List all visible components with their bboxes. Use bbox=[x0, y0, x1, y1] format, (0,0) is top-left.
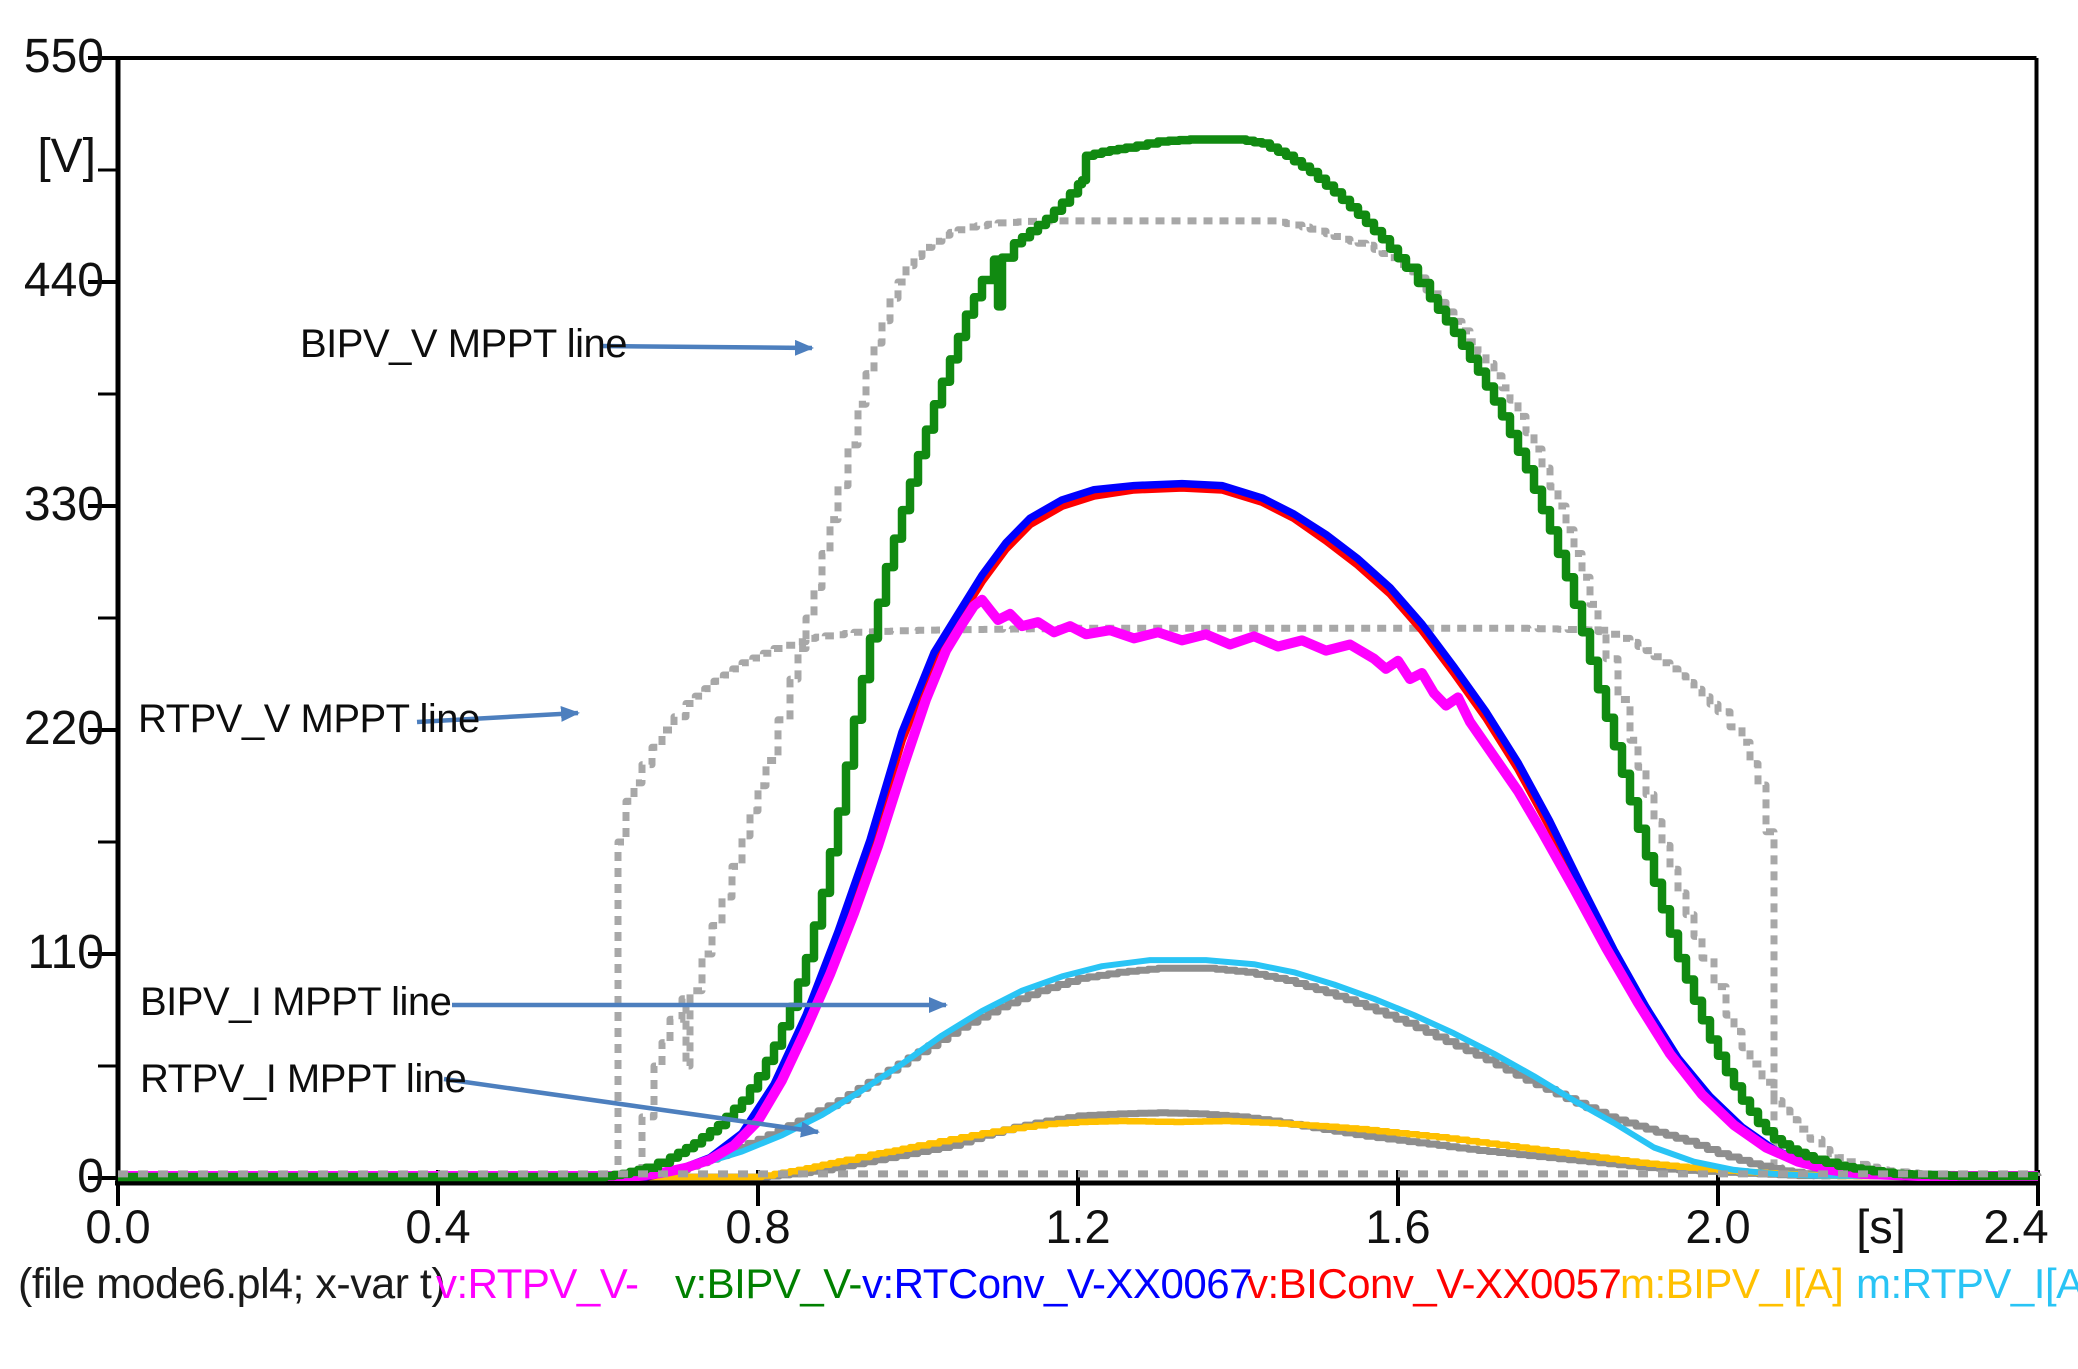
x-tick-label-0.4: 0.4 bbox=[405, 1200, 471, 1253]
y-tick-label-330: 330 bbox=[23, 478, 104, 531]
annotation-rtpv-v-mppt-line: RTPV_V MPPT line bbox=[138, 697, 480, 741]
legend-item-v-bipv-v-: v:BIPV_V- bbox=[675, 1260, 862, 1307]
legend-item-v-rtconv-v-xx0067: v:RTConv_V-XX0067 bbox=[862, 1260, 1252, 1307]
series-v:BIPV_V- bbox=[118, 135, 2038, 1182]
plot-footer: (file mode6.pl4; x-var t) bbox=[18, 1260, 446, 1308]
x-tick-label-2.4: 2.4 bbox=[1983, 1200, 2049, 1253]
x-tick-label-0.8: 0.8 bbox=[725, 1200, 791, 1253]
series-v:RTPV_V- bbox=[118, 594, 2038, 1181]
annotation-arrow-0 bbox=[599, 339, 814, 356]
y-tick-label-550: 550 bbox=[23, 30, 104, 83]
y-axis-unit: [V] bbox=[37, 130, 96, 183]
legend-item-m-bipv-i-a-: m:BIPV_I[A] bbox=[1620, 1260, 1844, 1307]
annotation-arrow-3 bbox=[443, 1076, 820, 1138]
y-tick-label-0: 0 bbox=[77, 1150, 104, 1203]
legend-item-v-biconv-v-xx0057: v:BIConv_V-XX0057 bbox=[1247, 1260, 1622, 1307]
x-tick-label-1.6: 1.6 bbox=[1365, 1200, 1431, 1253]
x-tick-label-1.2: 1.2 bbox=[1045, 1200, 1111, 1253]
annotation-arrow-1 bbox=[416, 705, 580, 725]
y-tick-label-220: 220 bbox=[23, 702, 104, 755]
annotation-bipv-v-mppt-line: BIPV_V MPPT line bbox=[300, 322, 627, 366]
legend-item-v-rtpv-v-: v:RTPV_V- bbox=[436, 1260, 639, 1307]
y-tick-label-110: 110 bbox=[27, 926, 104, 979]
x-tick-label-0.0: 0.0 bbox=[85, 1200, 151, 1253]
x-axis-unit: [s] bbox=[1856, 1200, 1906, 1253]
legend-item-m-rtpv-i-a-: m:RTPV_I[A] bbox=[1856, 1260, 2078, 1307]
annotation-rtpv-i-mppt-line: RTPV_I MPPT line bbox=[140, 1057, 467, 1101]
annotation-bipv-i-mppt-line: BIPV_I MPPT line bbox=[140, 980, 452, 1024]
axis-ticks bbox=[88, 56, 2040, 1206]
x-tick-label-2.0: 2.0 bbox=[1685, 1200, 1751, 1253]
annotation-arrows bbox=[416, 339, 948, 1138]
y-tick-label-440: 440 bbox=[23, 254, 104, 307]
